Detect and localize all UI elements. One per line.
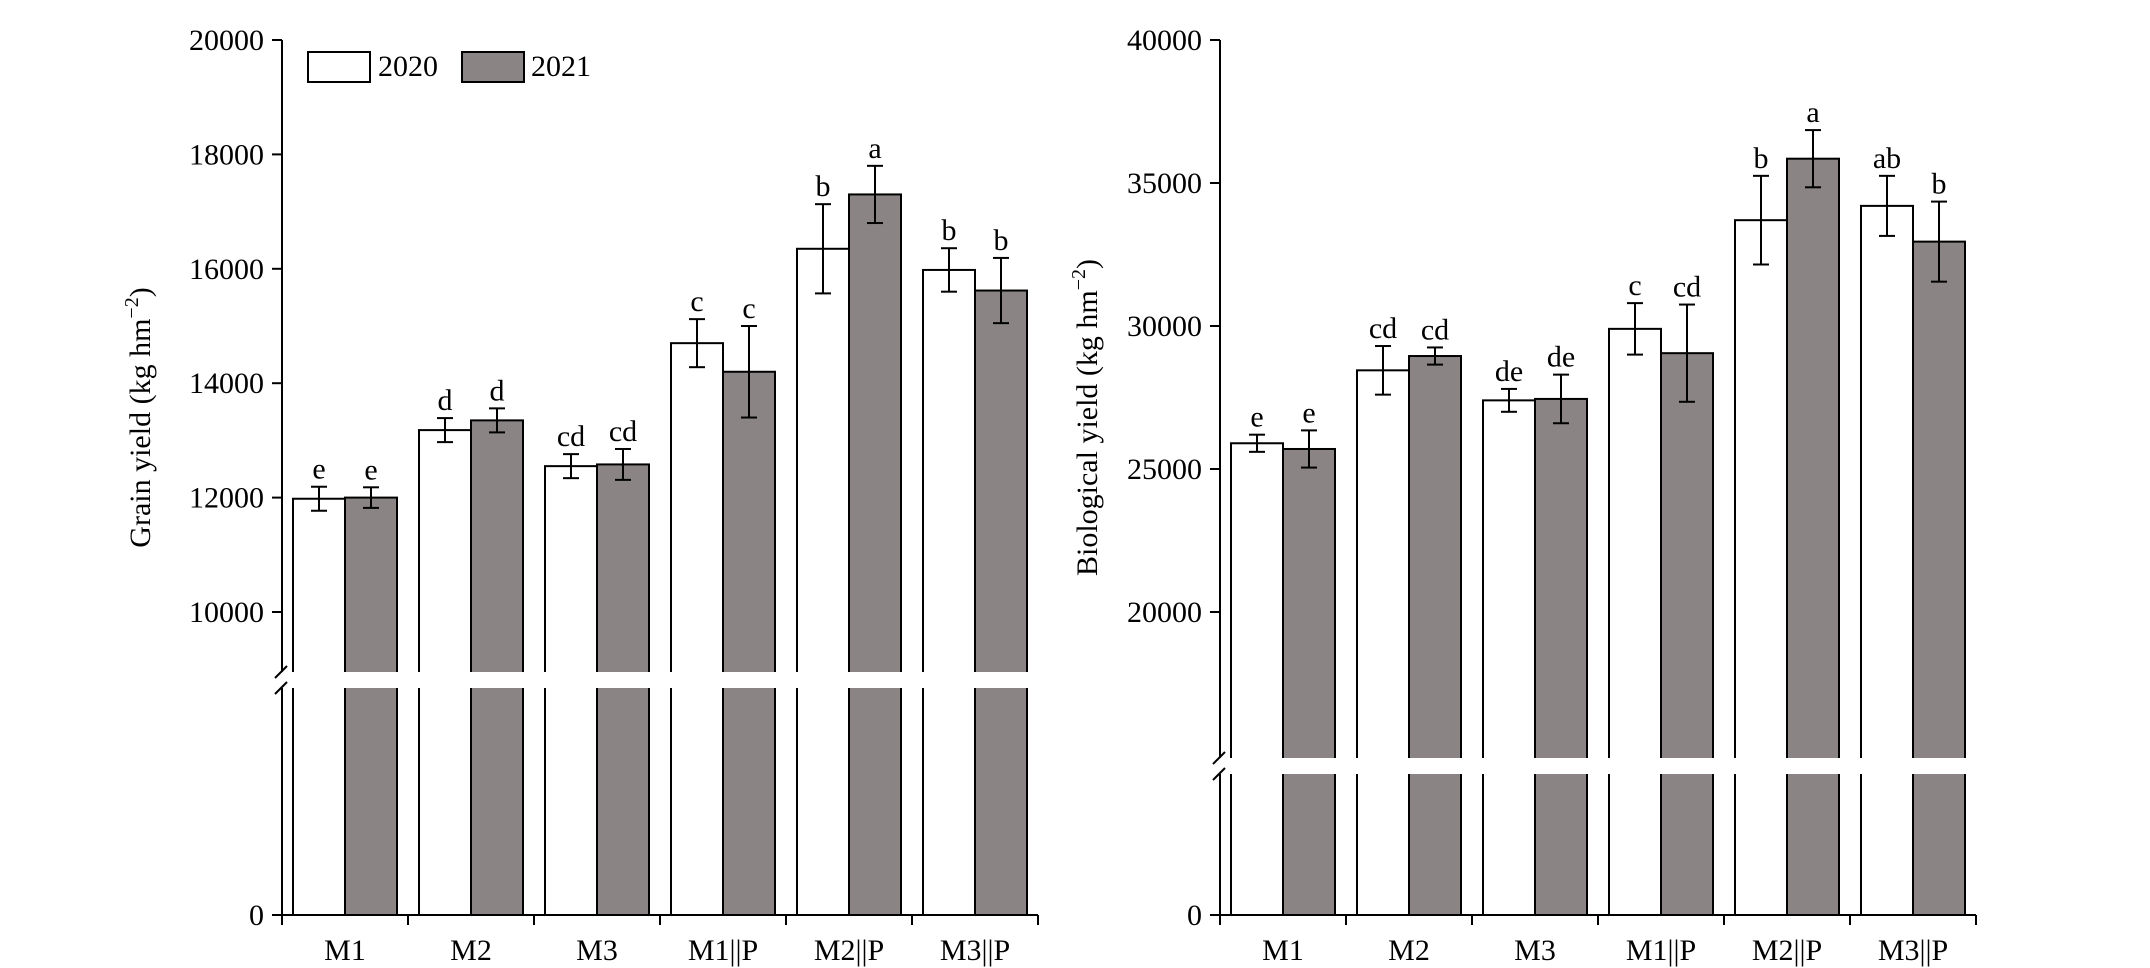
axis-break-mark-top bbox=[274, 665, 288, 679]
bar-2021-M1||P bbox=[1660, 352, 1714, 917]
legend-label-2021: 2021 bbox=[531, 50, 591, 83]
bar-2021-M1 bbox=[344, 496, 398, 916]
legend-label-2020: 2020 bbox=[378, 50, 438, 83]
bar-2020-M1||P bbox=[670, 342, 724, 917]
bar-2021-M2 bbox=[470, 419, 524, 916]
bar-2020-M3||P bbox=[1860, 204, 1914, 916]
bar-2021-M3||P bbox=[974, 289, 1028, 916]
x-tick-label: M3||P bbox=[940, 934, 1010, 967]
bar-2020-M1 bbox=[1230, 442, 1284, 916]
y-tick-label: 20000 bbox=[1127, 596, 1202, 629]
significance-letter: ab bbox=[1873, 142, 1901, 175]
bar-2021-M3 bbox=[1534, 397, 1588, 916]
axis-break-mark-bottom bbox=[274, 681, 288, 695]
significance-letter: e bbox=[312, 453, 325, 486]
significance-letter: cd bbox=[557, 420, 585, 453]
bar-2020-M1||P bbox=[1608, 327, 1662, 916]
significance-letter: de bbox=[1495, 355, 1523, 388]
significance-letter: cd bbox=[1673, 271, 1701, 304]
legend-swatch-2021 bbox=[461, 51, 525, 83]
y-tick-label: 10000 bbox=[189, 596, 264, 629]
legend: 2020 2021 bbox=[307, 50, 591, 83]
axis-break-mark-bottom bbox=[1212, 767, 1226, 781]
significance-letter: d bbox=[490, 374, 505, 407]
y-tick-label: 16000 bbox=[189, 253, 264, 286]
bar-2020-M2 bbox=[1356, 369, 1410, 916]
bar-2021-M1 bbox=[1282, 447, 1336, 916]
bar-2020-M3 bbox=[544, 465, 598, 916]
significance-letter: a bbox=[868, 132, 881, 165]
significance-letter: b bbox=[1754, 142, 1769, 175]
y-tick-label: 14000 bbox=[189, 367, 264, 400]
y-tick-label: 0 bbox=[1187, 899, 1202, 932]
significance-letter: e bbox=[1250, 401, 1263, 434]
significance-letter: cd bbox=[609, 415, 637, 448]
bar-2020-M3||P bbox=[922, 268, 976, 917]
y-tick-label: 18000 bbox=[189, 138, 264, 171]
y-tick-label: 30000 bbox=[1127, 310, 1202, 343]
x-tick-label: M3 bbox=[576, 934, 618, 967]
significance-letter: cd bbox=[1369, 312, 1397, 345]
bar-2020-M2||P bbox=[796, 247, 850, 916]
x-tick-label: M3||P bbox=[1878, 934, 1948, 967]
bar-2021-M2||P bbox=[1786, 157, 1840, 916]
x-tick-label: M2 bbox=[1388, 934, 1430, 967]
x-tick-label: M1||P bbox=[1626, 934, 1696, 967]
significance-letter: e bbox=[364, 453, 377, 486]
significance-letter: b bbox=[816, 170, 831, 203]
x-tick-label: M2||P bbox=[814, 934, 884, 967]
bar-2021-M2 bbox=[1408, 355, 1462, 916]
x-tick-label: M2||P bbox=[1752, 934, 1822, 967]
significance-letter: b bbox=[994, 224, 1009, 257]
significance-letter: b bbox=[1932, 168, 1947, 201]
bar-2020-M3 bbox=[1482, 399, 1536, 916]
y-tick-label: 12000 bbox=[189, 482, 264, 515]
significance-letter: de bbox=[1547, 341, 1575, 374]
bar-2021-M2||P bbox=[848, 193, 902, 916]
grain-yield-chart: e d cd c b b e d cd c a b 0 10000 12000 14000 16000 18000… bbox=[121, 24, 1040, 967]
bar-2021-M3 bbox=[596, 463, 650, 916]
significance-letter: cd bbox=[1421, 313, 1449, 346]
bar-2020-M1 bbox=[292, 497, 346, 916]
significance-letter: c bbox=[690, 285, 703, 318]
significance-letter: b bbox=[942, 214, 957, 247]
x-tick-label: M2 bbox=[450, 934, 492, 967]
significance-letter: c bbox=[742, 292, 755, 325]
y-tick-label: 20000 bbox=[189, 24, 264, 57]
y-tick-label: 0 bbox=[249, 899, 264, 932]
bar-2021-M3||P bbox=[1912, 240, 1966, 916]
axis-break-band bbox=[1208, 758, 1978, 774]
significance-letter: a bbox=[1806, 96, 1819, 129]
x-tick-label: M1 bbox=[324, 934, 366, 967]
bar-2021-M1||P bbox=[722, 370, 776, 916]
significance-letter: d bbox=[438, 384, 453, 417]
y-tick-label: 25000 bbox=[1127, 453, 1202, 486]
y-axis-label: Grain yield (kg hm−2) bbox=[121, 287, 157, 547]
significance-letter: e bbox=[1302, 396, 1315, 429]
y-tick-label: 40000 bbox=[1127, 24, 1202, 57]
legend-swatch-2020 bbox=[307, 51, 371, 83]
y-axis-label: Biological yield (kg hm−2) bbox=[1068, 259, 1104, 576]
bar-2020-M2||P bbox=[1734, 219, 1788, 916]
axis-break-band bbox=[270, 672, 1040, 688]
x-tick-label: M1 bbox=[1262, 934, 1304, 967]
x-tick-label: M1||P bbox=[688, 934, 758, 967]
significance-letter: c bbox=[1628, 269, 1641, 302]
axis-break-mark-top bbox=[1212, 751, 1226, 765]
x-tick-label: M3 bbox=[1514, 934, 1556, 967]
y-tick-label: 35000 bbox=[1127, 167, 1202, 200]
